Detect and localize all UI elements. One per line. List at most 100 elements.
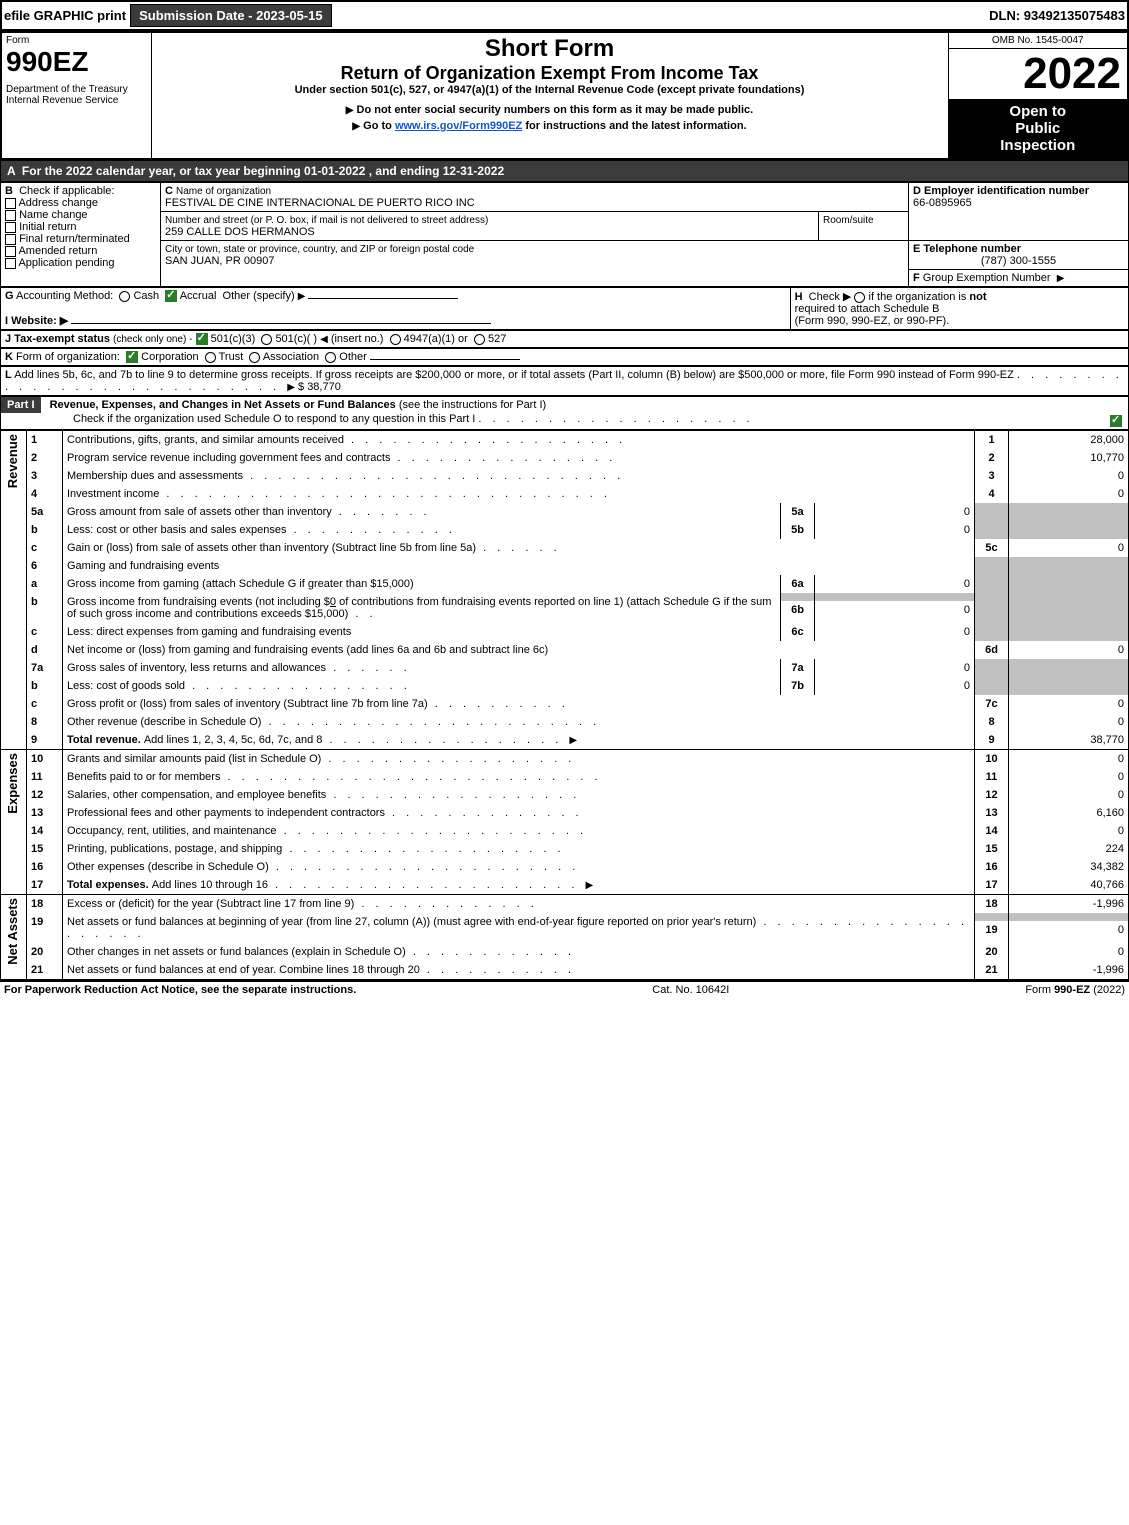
line-8-amt: 0 <box>1009 713 1129 731</box>
line-16-box: 16 <box>975 858 1009 876</box>
part-i-title: Revenue, Expenses, and Changes in Net As… <box>44 399 396 411</box>
line-1-text: Contributions, gifts, grants, and simila… <box>67 434 344 446</box>
h-not: not <box>969 291 986 303</box>
checkbox-amended-return[interactable] <box>5 246 16 257</box>
city-label: City or town, state or province, country… <box>165 244 474 255</box>
footer-form-bold: 990-EZ <box>1054 984 1090 996</box>
lines-table: Revenue 1 Contributions, gifts, grants, … <box>0 430 1129 980</box>
line-6a-text: Gross income from gaming (attach Schedul… <box>67 578 414 590</box>
line-19-text: Net assets or fund balances at beginning… <box>67 916 756 928</box>
line-5b-mbox: 5b <box>781 521 815 539</box>
checkbox-schedule-o-checked[interactable] <box>1110 415 1122 427</box>
line-11-box: 11 <box>975 768 1009 786</box>
line-12-amt: 0 <box>1009 786 1129 804</box>
line-6b-text1: Gross income from fundraising events (no… <box>67 596 330 608</box>
l-amount: $ 38,770 <box>298 381 341 393</box>
line-21-text: Net assets or fund balances at end of ye… <box>67 964 420 976</box>
opt-application-pending: Application pending <box>18 257 114 269</box>
label-b: B <box>5 185 13 197</box>
line-17-bold: Total expenses. <box>67 879 152 891</box>
line-9-num: 9 <box>27 731 63 750</box>
line-6b-mamt: 0 <box>815 601 975 624</box>
checkbox-final-return[interactable] <box>5 234 16 245</box>
subtitle-section: Under section 501(c), 527, or 4947(a)(1)… <box>156 84 944 96</box>
label-g: G <box>5 290 14 302</box>
line-6b-num: b <box>27 593 63 623</box>
opt-insert-no: (insert no.) <box>331 333 384 345</box>
label-e: E Telephone number <box>913 243 1021 255</box>
checkbox-address-change[interactable] <box>5 198 16 209</box>
g-h-row: G Accounting Method: Cash Accrual Other … <box>0 287 1129 330</box>
side-expenses: Expenses <box>5 753 20 814</box>
checkbox-accrual-checked[interactable] <box>165 290 177 302</box>
side-net-assets: Net Assets <box>5 898 20 965</box>
line-15-amt: 224 <box>1009 840 1129 858</box>
radio-cash[interactable] <box>119 291 130 302</box>
line-11-num: 11 <box>27 768 63 786</box>
label-i: I Website: ▶ <box>5 315 68 327</box>
checkbox-corporation-checked[interactable] <box>126 351 138 363</box>
checkbox-501c3-checked[interactable] <box>196 333 208 345</box>
omb-label: OMB No. 1545-0047 <box>948 32 1128 49</box>
line-20-box: 20 <box>975 943 1009 961</box>
radio-trust[interactable] <box>205 352 216 363</box>
open-line-2: Public <box>953 120 1124 137</box>
arrow-left-icon <box>320 333 328 345</box>
phone-value: (787) 300-1555 <box>913 255 1124 267</box>
org-name: FESTIVAL DE CINE INTERNACIONAL DE PUERTO… <box>165 197 475 209</box>
opt-accrual: Accrual <box>180 290 217 302</box>
checkbox-name-change[interactable] <box>5 210 16 221</box>
line-20-num: 20 <box>27 943 63 961</box>
line-4-amt: 0 <box>1009 485 1129 503</box>
checkE box-application-pending[interactable] <box>5 258 16 269</box>
part-i-header: Part I Revenue, Expenses, and Changes in… <box>0 396 1129 430</box>
line-14-num: 14 <box>27 822 63 840</box>
line-13-text: Professional fees and other payments to … <box>67 807 385 819</box>
dept-label: Department of the Treasury <box>6 84 147 95</box>
label-a: A <box>7 164 15 178</box>
line-7b-num: b <box>27 677 63 695</box>
j-row: J Tax-exempt status (check only one) - 5… <box>0 330 1129 348</box>
line-21-box: 21 <box>975 961 1009 980</box>
opt-4947: 4947(a)(1) or <box>404 333 468 345</box>
radio-association[interactable] <box>249 352 260 363</box>
h-text4: (Form 990, 990-EZ, or 990-PF). <box>795 315 950 327</box>
arrow-icon <box>287 381 295 393</box>
line-7a-text: Gross sales of inventory, less returns a… <box>67 662 326 674</box>
line-7c-text: Gross profit or (loss) from sales of inv… <box>67 698 428 710</box>
opt-trust: Trust <box>219 351 244 363</box>
h-text2: if the organization is <box>869 291 970 303</box>
arrow-icon <box>346 104 354 116</box>
line-6a-mamt: 0 <box>815 575 975 593</box>
line-17-text: Add lines 10 through 16 <box>152 879 268 891</box>
line-7a-num: 7a <box>27 659 63 677</box>
submission-date-button[interactable]: Submission Date - 2023-05-15 <box>130 4 332 27</box>
line-7b-text: Less: cost of goods sold <box>67 680 185 692</box>
irs-link[interactable]: www.irs.gov/Form990EZ <box>395 120 522 132</box>
line-5c-num: c <box>27 539 63 557</box>
line-17-box: 17 <box>975 876 1009 895</box>
radio-501c[interactable] <box>261 334 272 345</box>
radio-other[interactable] <box>325 352 336 363</box>
radio-h[interactable] <box>854 292 865 303</box>
radio-527[interactable] <box>474 334 485 345</box>
line-8-box: 8 <box>975 713 1009 731</box>
line-7c-box: 7c <box>975 695 1009 713</box>
form-number: 990EZ <box>6 46 147 78</box>
line-2-num: 2 <box>27 449 63 467</box>
open-line-3: Inspection <box>953 137 1124 154</box>
label-k: K <box>5 351 13 363</box>
line-14-text: Occupancy, rent, utilities, and maintena… <box>67 825 277 837</box>
radio-4947[interactable] <box>390 334 401 345</box>
line-5a-mamt: 0 <box>815 503 975 521</box>
line-5c-box: 5c <box>975 539 1009 557</box>
opt-cash: Cash <box>133 290 159 302</box>
line-10-text: Grants and similar amounts paid (list in… <box>67 753 321 765</box>
checkbox-initial-return[interactable] <box>5 222 16 233</box>
line-7c-num: c <box>27 695 63 713</box>
line-6a-num: a <box>27 575 63 593</box>
line-7b-mamt: 0 <box>815 677 975 695</box>
form-header: Form 990EZ Department of the Treasury In… <box>0 31 1129 160</box>
line-4-num: 4 <box>27 485 63 503</box>
line-2-box: 2 <box>975 449 1009 467</box>
